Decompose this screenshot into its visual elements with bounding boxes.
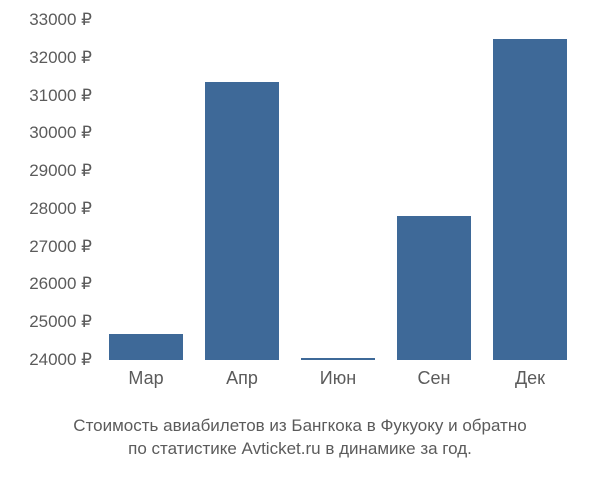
caption-line2: по статистике Avticket.ru в динамике за … <box>128 439 472 458</box>
bar <box>301 358 376 360</box>
bar <box>109 334 184 360</box>
y-tick-label: 32000 ₽ <box>29 48 92 68</box>
y-tick-label: 33000 ₽ <box>29 10 92 30</box>
x-tick-label: Мар <box>128 368 163 389</box>
x-tick-label: Июн <box>320 368 356 389</box>
x-tick-label: Сен <box>418 368 451 389</box>
y-axis: 24000 ₽25000 ₽26000 ₽27000 ₽28000 ₽29000… <box>0 20 98 360</box>
bar <box>205 82 280 360</box>
y-tick-label: 27000 ₽ <box>29 237 92 257</box>
bar <box>493 39 568 360</box>
y-tick-label: 25000 ₽ <box>29 312 92 332</box>
x-tick-label: Апр <box>226 368 258 389</box>
y-tick-label: 31000 ₽ <box>29 86 92 106</box>
y-tick-label: 30000 ₽ <box>29 123 92 143</box>
price-chart: 24000 ₽ 25000 ₽ 26000 ₽ 27000 ₽ 28000 ₽ 29000… <box>0 10 600 400</box>
chart-caption: Стоимость авиабилетов из Бангкока в Фуку… <box>0 415 600 461</box>
x-tick-label: Дек <box>515 368 545 389</box>
y-tick-label: 26000 ₽ <box>29 274 92 294</box>
x-axis: Мар Апр Июн Сен Дек <box>98 368 578 396</box>
y-tick-label: 28000 ₽ <box>29 199 92 219</box>
y-tick-label: 29000 ₽ <box>29 161 92 181</box>
y-tick-label: 24000 ₽ <box>29 350 92 370</box>
bar <box>397 216 472 360</box>
plot-area <box>98 20 578 360</box>
caption-line1: Стоимость авиабилетов из Бангкока в Фуку… <box>73 416 526 435</box>
